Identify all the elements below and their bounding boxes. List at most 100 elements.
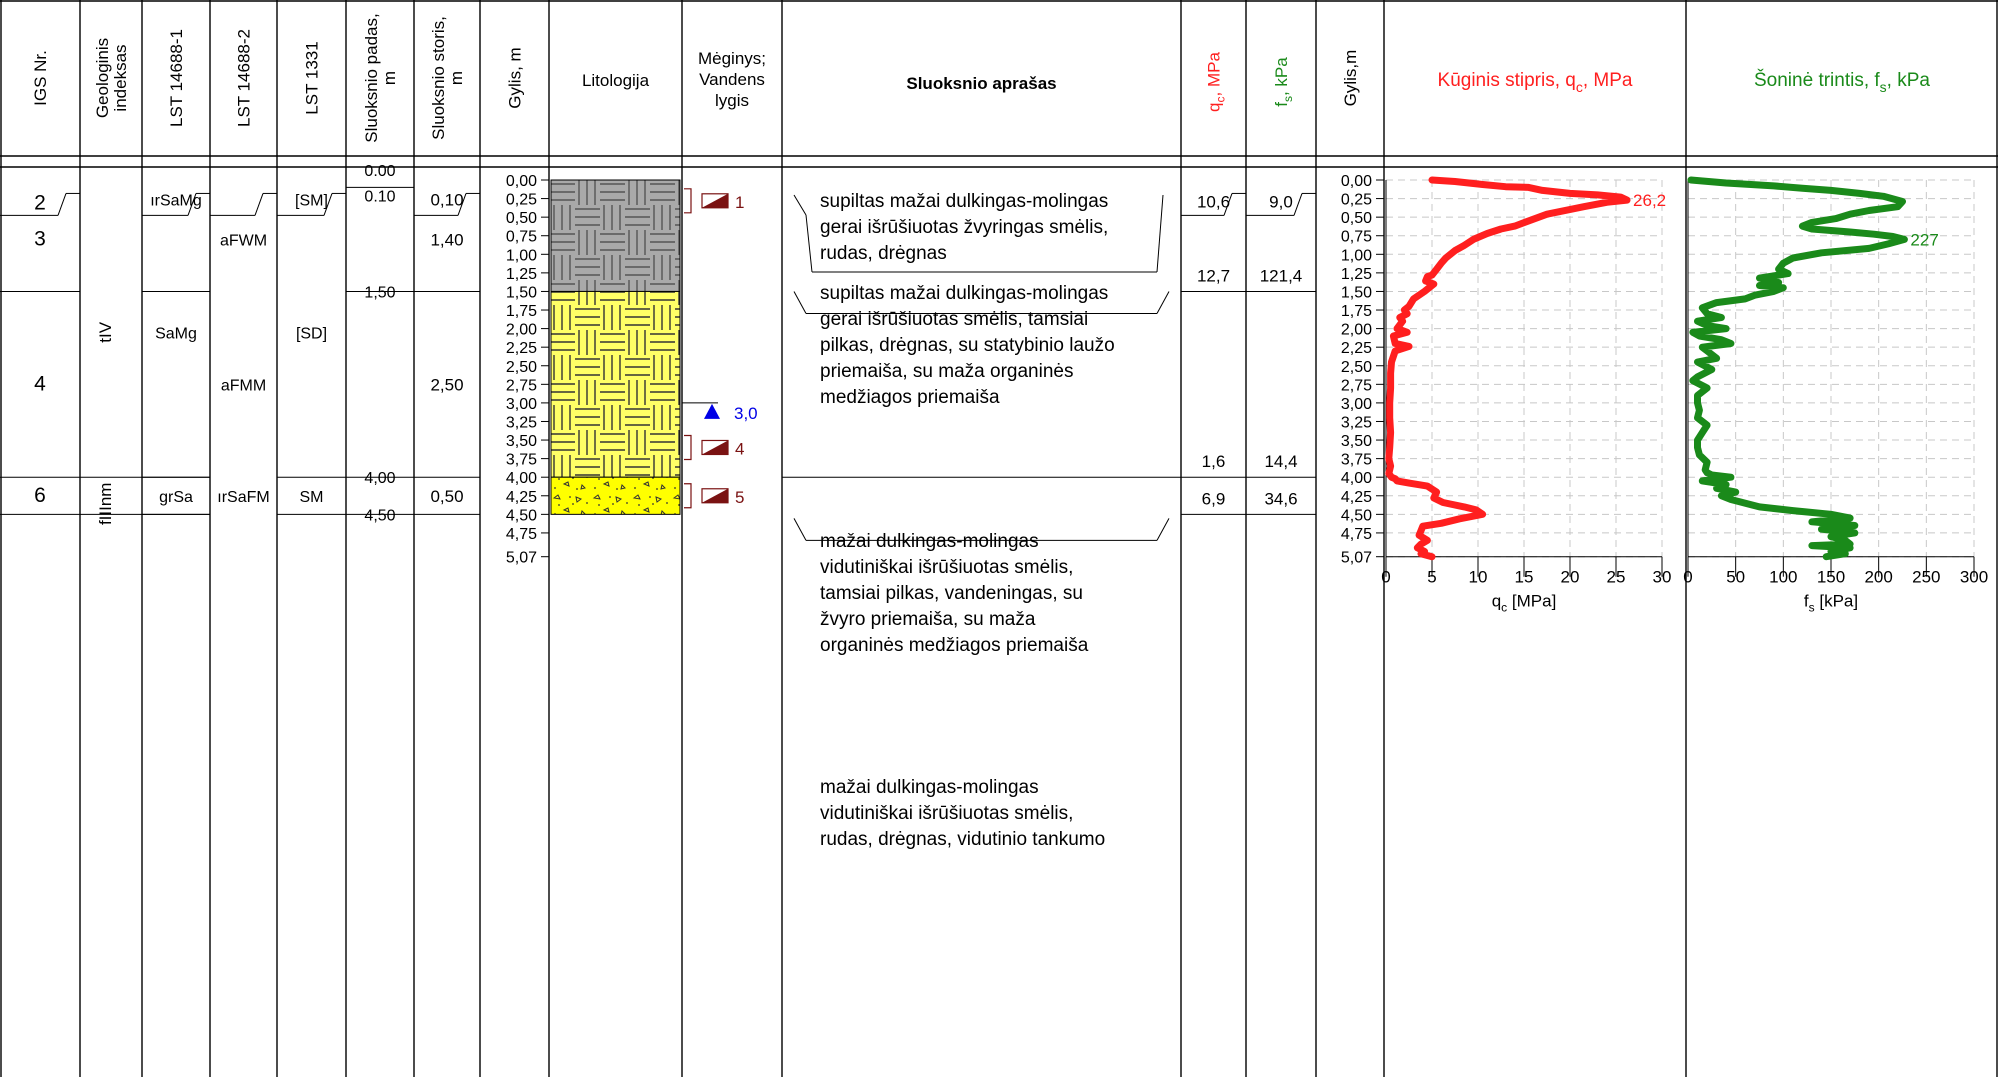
series-line-qc — [1385, 176, 1631, 561]
fs-value: 9,0 — [1269, 192, 1293, 211]
chart-depth-label: 0,25 — [1341, 192, 1372, 209]
lst2-value: ırSaFM — [217, 489, 269, 506]
description-line: gerai išrūšiuotas žvyringas smėlis, — [820, 217, 1108, 238]
chart-grid-qc — [1385, 179, 1663, 558]
header-qc: qc, MPa — [1205, 52, 1228, 112]
x-tick-label: 200 — [1864, 568, 1892, 587]
header-label: m — [447, 71, 466, 85]
sample-bracket — [684, 483, 692, 509]
fs-value: 34,6 — [1264, 489, 1297, 508]
depth-tick-label: 3,75 — [506, 452, 537, 469]
layers-body: 0.00 2 ırSaMg [SM] 0,10 10,6 9,0 0.10 3 aFWM 1,40 1… — [0, 163, 1316, 850]
description-line: tamsiai pilkas, vandeningas, su — [820, 583, 1083, 604]
x-tick-label: 30 — [1653, 568, 1672, 587]
x-tick-label: 10 — [1469, 568, 1488, 587]
lst2-value: aFMM — [221, 377, 266, 394]
x-tick-label: 50 — [1726, 568, 1745, 587]
layer2-slant-lst1 — [187, 193, 197, 216]
x-tick-label: 0 — [1683, 568, 1692, 587]
qc-value: 1,6 — [1202, 452, 1226, 471]
geo-index-merged: tIV — [96, 321, 115, 342]
depth-tick-label: 1,75 — [506, 303, 537, 320]
sample-icon-fill — [702, 440, 728, 455]
header-sample: Mėginys; — [698, 49, 766, 68]
layer2-slant-thick — [457, 193, 467, 216]
description-line: rudas, drėgnas, vidutinio tankumo — [820, 829, 1105, 850]
description-line: supiltas mažai dulkingas-molingas — [820, 191, 1108, 212]
x-tick-label: 15 — [1515, 568, 1534, 587]
chart-depth-label: 3,25 — [1341, 414, 1372, 431]
chart-depth-label: 3,50 — [1341, 433, 1372, 450]
layer2-slant-lst2 — [254, 193, 264, 216]
description-line: mažai dulkingas-molingas — [820, 531, 1039, 552]
chart-depth-label: 4,25 — [1341, 489, 1372, 506]
description-line: priemaiša, su maža organinės — [820, 361, 1073, 382]
thickness-value: 2,50 — [430, 375, 463, 394]
desc-side-1 — [805, 214, 813, 273]
x-tick-label: 250 — [1912, 568, 1940, 587]
depth-tick-label: 4,75 — [506, 526, 537, 543]
description-line: supiltas mažai dulkingas-molingas — [820, 283, 1108, 304]
x-tick-label: 5 — [1427, 568, 1436, 587]
lithology-sand — [550, 290, 681, 478]
chart-depth-label: 0,00 — [1341, 173, 1372, 190]
header-label: Sluoksnio padas, — [362, 13, 381, 142]
sample-label: 5 — [735, 488, 744, 507]
lst1-value: ırSaMg — [150, 192, 202, 209]
depth-tick-label: 0,50 — [506, 210, 537, 227]
header-label: LST 14688-2 — [235, 29, 254, 127]
header-label: LST 1331 — [303, 41, 322, 114]
chart-depth-label: 1,75 — [1341, 303, 1372, 320]
header-description: Sluoksnio aprašas — [906, 74, 1056, 93]
chart-title-fs: Šoninė trintis, fs, kPa — [1754, 69, 1930, 95]
thickness-value: 0,50 — [430, 487, 463, 506]
chart-depth-label: 4,50 — [1341, 507, 1372, 524]
depth-tick-label: 0,75 — [506, 229, 537, 246]
x-tick-label: 20 — [1561, 568, 1580, 587]
layer-bottom-label: 1,50 — [364, 284, 395, 301]
layer2-slant-val — [1223, 193, 1233, 216]
depth-tick-label: 4,00 — [506, 470, 537, 487]
desc-bracket-2-right — [1156, 291, 1170, 314]
desc-bracket-4-left — [793, 518, 807, 541]
chart-depth-label: 1,00 — [1341, 247, 1372, 264]
lithology-column — [550, 179, 681, 515]
layer-bottom-label: 4,50 — [364, 507, 395, 524]
chart-depth-label: 2,25 — [1341, 340, 1372, 357]
lst1-value: grSa — [159, 489, 193, 506]
x-tick-label: 0 — [1381, 568, 1390, 587]
description-line: žvyro priemaiša, su maža — [820, 609, 1036, 630]
sample-icon-fill — [702, 488, 728, 503]
description-line: vidutiniškai išrūšiuotas smėlis, — [820, 803, 1073, 824]
geo-index: fIIInm — [96, 483, 115, 526]
depth-tick-label: 3,00 — [506, 396, 537, 413]
lst1331-merged: [SD] — [296, 325, 327, 342]
header-label: m — [380, 71, 399, 85]
description-line: medžiagos priemaiša — [820, 387, 1000, 408]
depth-tick-label: 1,00 — [506, 247, 537, 264]
chart-depth-label: 2,75 — [1341, 377, 1372, 394]
fs-value: 121,4 — [1260, 266, 1303, 285]
depth-tick-label: 1,25 — [506, 266, 537, 283]
header-sample: Vandens — [699, 70, 765, 89]
sample-label: 1 — [735, 193, 744, 212]
desc-open-1 — [793, 194, 807, 216]
chart-depth-label: 4,75 — [1341, 526, 1372, 543]
layer-bottom-label: 0.10 — [364, 188, 395, 205]
depth-tick-label: 2,75 — [506, 377, 537, 394]
description-line: vidutiniškai išrūšiuotas smėlis, — [820, 557, 1073, 578]
description-line: gerai išrūšiuotas smėlis, tamsiai — [820, 309, 1088, 330]
desc-side-1b — [1156, 194, 1164, 273]
description-line: pilkas, drėgnas, su statybinio laužo — [820, 335, 1115, 356]
depth-tick-label: 0,00 — [506, 173, 537, 190]
igs-number: 3 — [34, 227, 46, 250]
depth-tick-label: 4,50 — [506, 507, 537, 524]
depth-axis: 0,00 0,250,50 0,751,00 1,251,50 1,75 2,002,25… — [506, 173, 550, 567]
x-tick-label: 150 — [1817, 568, 1845, 587]
igs-number: 4 — [34, 372, 46, 395]
description-line: rudas, drėgnas — [820, 243, 947, 264]
header-lithology: Litologija — [582, 71, 650, 90]
chart-annotation-qc: 26,2 — [1633, 191, 1666, 210]
thickness-value: 0,10 — [430, 190, 463, 209]
